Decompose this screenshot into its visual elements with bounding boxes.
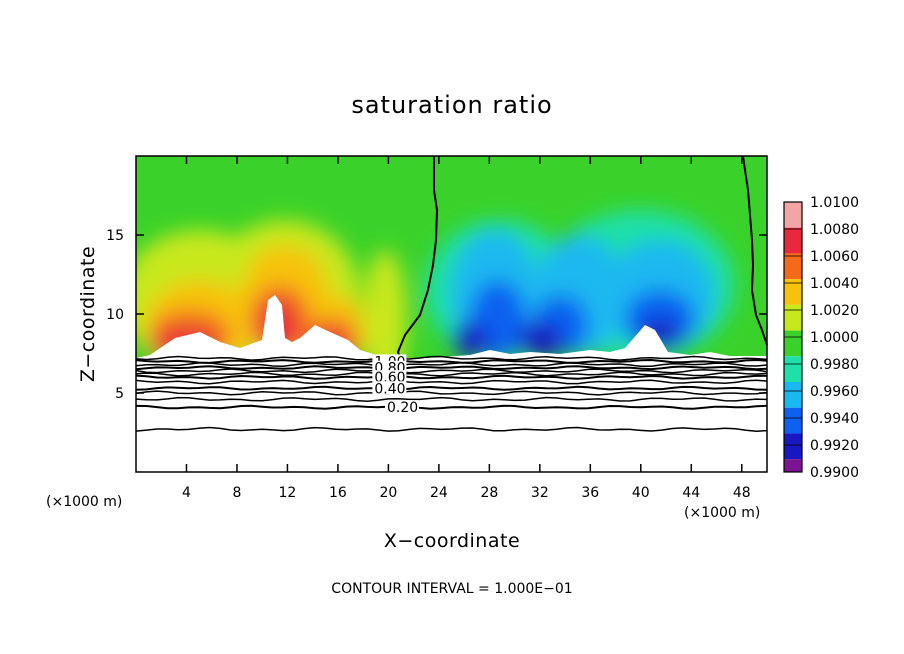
colorbar-label: 1.0040 xyxy=(810,276,859,292)
colorbar-label: 0.9960 xyxy=(810,384,859,400)
plot-field xyxy=(136,156,767,472)
colorbar-label: 1.0100 xyxy=(810,195,859,211)
contour-label-bg xyxy=(372,381,407,395)
y-axis-title: Z−coordinate xyxy=(77,246,99,382)
contour-line-labeled xyxy=(135,365,768,371)
saturation-boundary-right xyxy=(742,155,768,346)
saturation-boundary-left xyxy=(396,156,439,359)
contour-line xyxy=(135,426,768,432)
contour-label-bg xyxy=(372,370,407,384)
x-tick-label: 24 xyxy=(430,485,448,501)
x-tick-label: 8 xyxy=(232,485,241,501)
x-tick-label: 28 xyxy=(480,485,498,501)
colorbar-label: 0.9920 xyxy=(810,438,859,454)
x-tick-label: 20 xyxy=(379,485,397,501)
x-tick-label: 12 xyxy=(279,485,297,501)
colorbar-swatch xyxy=(784,227,802,254)
contour-line-labeled xyxy=(135,404,768,410)
colorbar-swatch xyxy=(784,356,802,382)
colorbar-label: 1.0020 xyxy=(810,303,859,319)
x-tick-label: 36 xyxy=(581,485,599,501)
colorbar-swatch xyxy=(784,279,802,305)
contour-lines: 1.000.800.600.400.20 xyxy=(135,354,768,432)
chart-title: saturation ratio xyxy=(351,91,552,119)
colorbar-label: 0.9980 xyxy=(810,357,859,373)
x-axis-ticks: 4 8 12 16 20 24 28 32 36 40 44 48 xyxy=(182,156,751,501)
colorbar-swatch xyxy=(784,382,802,408)
contour-label-bg xyxy=(385,400,420,414)
x-unit-right: (×1000 m) xyxy=(684,505,760,521)
contour-line xyxy=(135,361,768,368)
y-tick-label: 5 xyxy=(115,386,124,402)
contour-label: 0.40 xyxy=(374,381,405,397)
y-tick-label: 10 xyxy=(106,307,124,323)
colorbar-swatch xyxy=(784,459,802,472)
x-tick-label: 16 xyxy=(329,485,347,501)
x-axis-title: X−coordinate xyxy=(384,530,520,552)
colorbar-label: 0.9900 xyxy=(810,465,859,481)
colorbar-swatch xyxy=(784,253,802,280)
colorbar: 1.0100 1.0080 1.0060 1.0040 1.0020 1.0000 0.99… xyxy=(783,195,859,481)
colorbar-swatch xyxy=(784,304,802,331)
contour-line xyxy=(135,368,768,374)
unsaturated-region xyxy=(136,295,767,472)
contour-line-labeled xyxy=(135,374,768,380)
colorbar-swatch xyxy=(784,407,802,434)
contour-label: 0.20 xyxy=(387,400,418,416)
x-tick-label: 44 xyxy=(682,485,700,501)
contour-line xyxy=(135,390,768,396)
colorbar-label: 1.0000 xyxy=(810,330,859,346)
contour-interval-note: CONTOUR INTERVAL = 1.000E−01 xyxy=(331,581,572,597)
y-tick-label: 15 xyxy=(106,228,124,244)
colorbar-label: 1.0060 xyxy=(810,249,859,265)
colorbar-label: 0.9940 xyxy=(810,411,859,427)
contour-line-labeled xyxy=(135,358,768,364)
x-tick-label: 32 xyxy=(531,485,549,501)
contour-line xyxy=(135,396,768,402)
colorbar-swatch xyxy=(784,330,802,357)
colorbar-swatch xyxy=(784,202,802,228)
contour-line xyxy=(135,371,768,377)
x-tick-label: 48 xyxy=(733,485,751,501)
x-tick-label: 40 xyxy=(632,485,650,501)
contour-line xyxy=(135,379,768,385)
contour-line xyxy=(135,355,768,361)
x-tick-label: 4 xyxy=(182,485,191,501)
contour-line-labeled xyxy=(135,385,768,391)
x-unit-left: (×1000 m) xyxy=(46,494,122,510)
colorbar-label: 1.0080 xyxy=(810,222,859,238)
y-axis-ticks: 5 10 15 xyxy=(106,228,767,402)
colorbar-swatch xyxy=(784,433,802,460)
